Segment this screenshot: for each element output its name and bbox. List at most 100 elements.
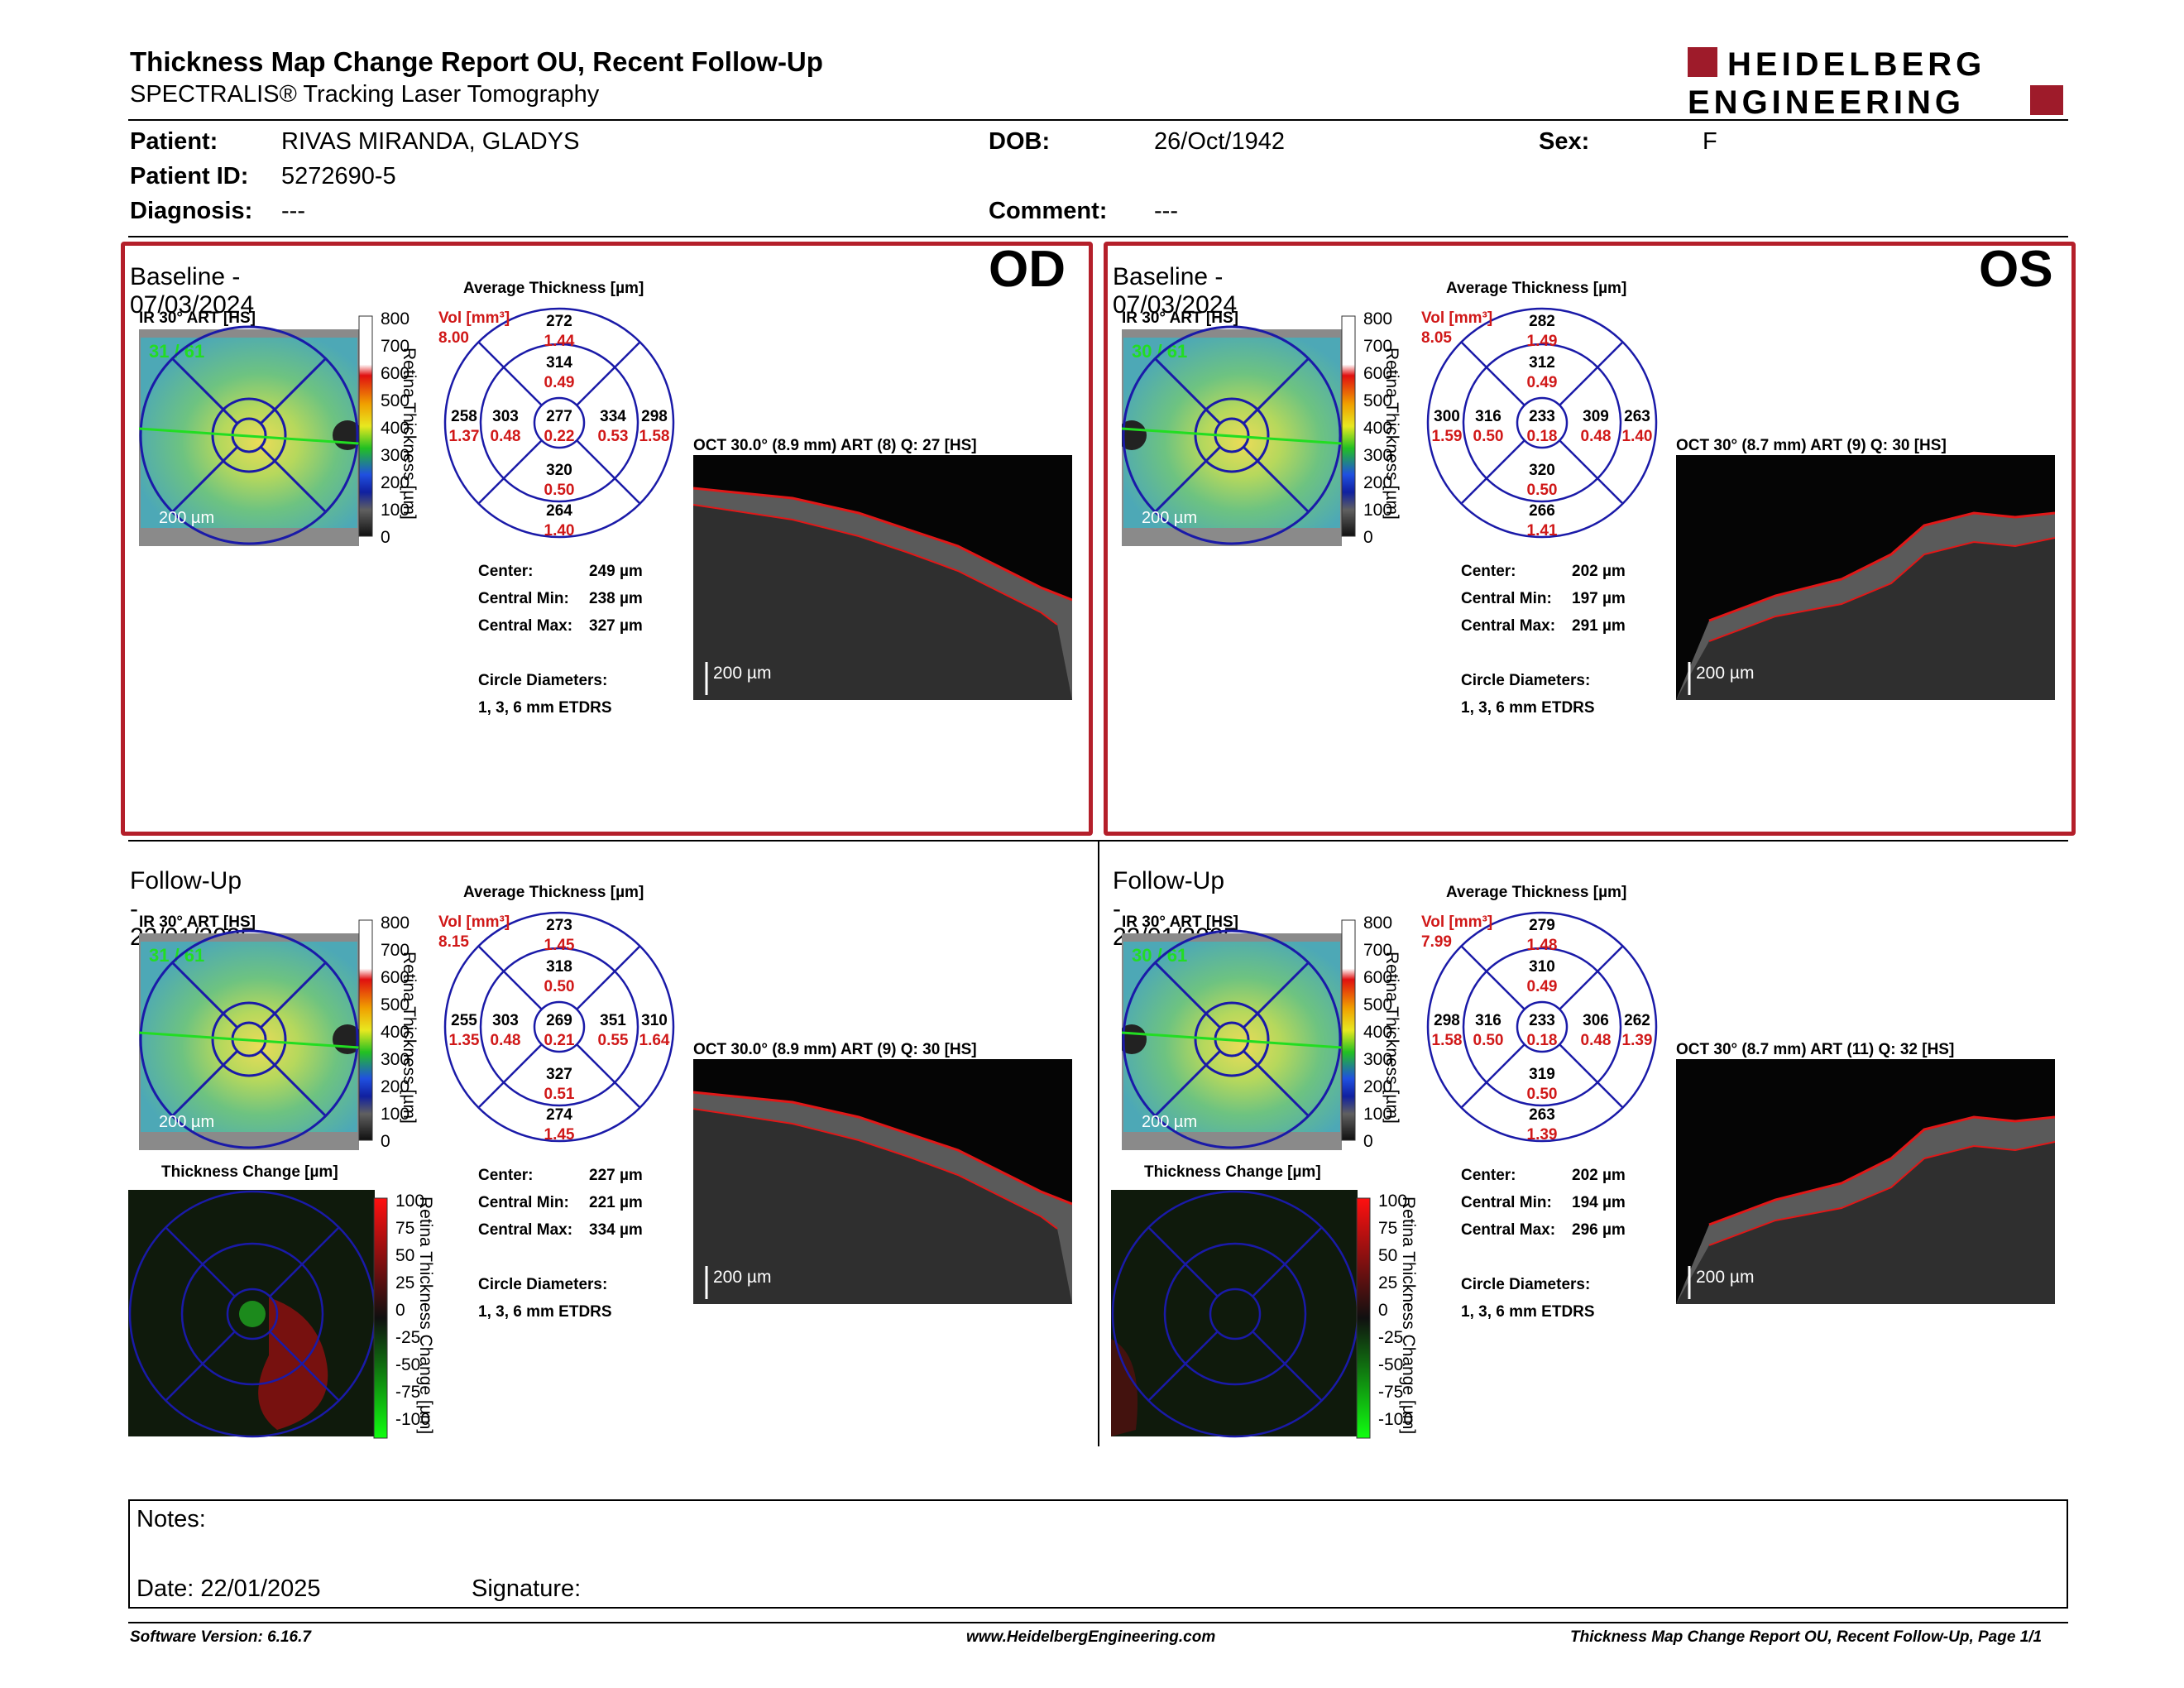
thickness-colorbar: 800 700 600 500 400 300 200 100 0 Retina Thicknes…: [358, 309, 419, 547]
circle-diameters-value: 1, 3, 6 mm ETDRS: [478, 699, 612, 717]
report-subtitle: SPECTRALIS® Tracking Laser Tomography: [130, 81, 600, 108]
scale-bar: 200 µm: [1142, 1113, 1197, 1131]
colorbar-tick: 100: [1363, 1105, 1392, 1124]
sector-thickness-inner-top: 318: [546, 958, 572, 976]
stat-label-central-max: Central Max:: [478, 617, 573, 635]
colorbar-tick: 800: [1363, 309, 1392, 328]
sector-volume-inner-right: 0.48: [1581, 1032, 1612, 1049]
stat-label-central-max: Central Max:: [1461, 617, 1556, 635]
colorbar-tick: 200: [1363, 1077, 1392, 1096]
stat-label-center: Center:: [1461, 1167, 1516, 1184]
change-tick: 100: [1378, 1192, 1407, 1211]
vol-total: 8.15: [438, 933, 469, 951]
vol-label: Vol [mm³]: [1421, 914, 1493, 931]
change-tick: -100: [1378, 1410, 1413, 1429]
sector-volume-outer-left: 1.58: [1432, 1032, 1463, 1049]
sector-thickness-outer-bottom: 274: [546, 1106, 572, 1124]
sector-thickness-inner-right: 306: [1583, 1012, 1609, 1029]
change-tick: 25: [395, 1273, 414, 1292]
change-tick: 50: [395, 1246, 414, 1265]
stat-value-central-max: 327 µm: [589, 617, 643, 635]
sector-thickness-inner-top: 314: [546, 354, 572, 372]
colorbar-tick: 0: [381, 1132, 390, 1151]
stat-value-center: 249 µm: [589, 563, 643, 580]
oct-bscan-image: 200 µm: [1676, 455, 2055, 700]
section-title: Baseline - 07/03/2024: [1113, 263, 1238, 319]
change-tick: -25: [395, 1328, 420, 1347]
sector-volume-outer-right: 1.39: [1622, 1032, 1653, 1049]
section-title: Baseline - 07/03/2024: [130, 263, 255, 319]
colorbar-tick: 700: [1363, 941, 1392, 960]
sector-thickness-inner-top: 310: [1529, 958, 1555, 976]
sector-thickness-inner-left: 316: [1475, 408, 1502, 425]
thickness-change-map: [128, 1190, 376, 1438]
colorbar-title: Retina Thickness [µm]: [1382, 348, 1401, 520]
circle-diameters-label: Circle Diameters:: [478, 672, 608, 689]
logo-line1: HEIDELBERG: [1727, 46, 1985, 83]
colorbar-tick: 400: [1363, 1023, 1392, 1042]
change-tick: 0: [1378, 1301, 1388, 1320]
change-tick: -25: [1378, 1328, 1403, 1347]
sector-thickness-outer-top: 279: [1529, 917, 1555, 934]
sector-volume-outer-top: 1.45: [544, 937, 575, 954]
notes-date: Date: 22/01/2025: [136, 1575, 321, 1602]
change-colorbar-title: Retina Thickness Change [µm]: [1399, 1196, 1418, 1434]
stat-label-central-min: Central Min:: [478, 590, 569, 607]
stat-value-center: 202 µm: [1572, 563, 1626, 580]
etdrs-grid: 279 1.48 310 0.49 298 1.58 316 0.50 233 0.18 306 0.…: [1426, 911, 1658, 1144]
website-link[interactable]: www.HeidelbergEngineering.com: [966, 1628, 1216, 1646]
sector-thickness-inner-right: 334: [600, 408, 626, 425]
fixation-text: 30 / 61: [1132, 341, 1187, 362]
sector-thickness-center: 233: [1529, 1012, 1555, 1029]
header-divider: [128, 119, 2068, 121]
patient-id-label: Patient ID:: [130, 163, 249, 189]
colorbar-tick: 200: [381, 473, 410, 492]
notes-box[interactable]: Notes: Date: 22/01/2025 Signature:: [128, 1499, 2068, 1609]
colorbar-title: Retina Thickness [µm]: [1382, 952, 1401, 1124]
thickness-map-image: 30 / 61 200 µm: [1122, 929, 1343, 1150]
colorbar-tick: 500: [1363, 391, 1392, 410]
comment-value: ---: [1154, 198, 1178, 224]
vol-label: Vol [mm³]: [438, 309, 510, 327]
vol-total: 7.99: [1421, 933, 1452, 951]
etdrs-grid: 282 1.49 312 0.49 300 1.59 316 0.50 233 0.18 309 0.…: [1426, 307, 1658, 539]
colorbar-tick: 800: [381, 914, 410, 933]
eye-label: OD: [989, 241, 1066, 298]
sector-volume-outer-top: 1.44: [544, 333, 575, 350]
od-baseline-highlight: [121, 242, 1093, 836]
colorbar-tick: 600: [1363, 364, 1392, 383]
page-info: Thickness Map Change Report OU, Recent F…: [1570, 1628, 2043, 1646]
change-tick: 50: [1378, 1246, 1397, 1265]
avg-thickness-title: Average Thickness [µm]: [1446, 280, 1627, 297]
colorbar-tick: 700: [381, 941, 410, 960]
sector-thickness-center: 233: [1529, 408, 1555, 425]
change-tick: -50: [1378, 1355, 1403, 1374]
oct-scale-bar: 200 µm: [1696, 1268, 1754, 1287]
change-tick: -100: [395, 1410, 430, 1429]
change-tick: -50: [395, 1355, 420, 1374]
sector-volume-outer-bottom: 1.40: [544, 522, 575, 539]
oct-title: OCT 30.0° (8.9 mm) ART (8) Q: 27 [HS]: [693, 437, 977, 454]
sector-thickness-inner-left: 316: [1475, 1012, 1502, 1029]
sector-volume-inner-right: 0.48: [1581, 428, 1612, 445]
change-tick: 75: [1378, 1219, 1397, 1238]
report-title: Thickness Map Change Report OU, Recent F…: [130, 46, 823, 77]
colorbar-tick: 400: [381, 1023, 410, 1042]
sector-thickness-outer-top: 282: [1529, 313, 1555, 330]
thickness-change-title: Thickness Change [µm]: [1144, 1163, 1321, 1181]
sector-thickness-outer-left: 255: [451, 1012, 477, 1029]
sex-label: Sex:: [1539, 128, 1590, 155]
sector-thickness-outer-bottom: 264: [546, 502, 572, 520]
circle-diameters-label: Circle Diameters:: [1461, 672, 1591, 689]
sector-thickness-inner-top: 312: [1529, 354, 1555, 372]
sector-volume-center: 0.18: [1527, 428, 1558, 445]
sector-volume-inner-left: 0.48: [491, 1032, 521, 1049]
colorbar-tick: 400: [1363, 419, 1392, 438]
stat-value-central-min: 238 µm: [589, 590, 643, 607]
change-tick: -75: [395, 1383, 420, 1402]
colorbar-tick: 300: [1363, 446, 1392, 465]
sex-value: F: [1703, 128, 1717, 155]
stat-label-central-max: Central Max:: [1461, 1221, 1556, 1239]
fixation-text: 31 / 61: [149, 341, 204, 362]
